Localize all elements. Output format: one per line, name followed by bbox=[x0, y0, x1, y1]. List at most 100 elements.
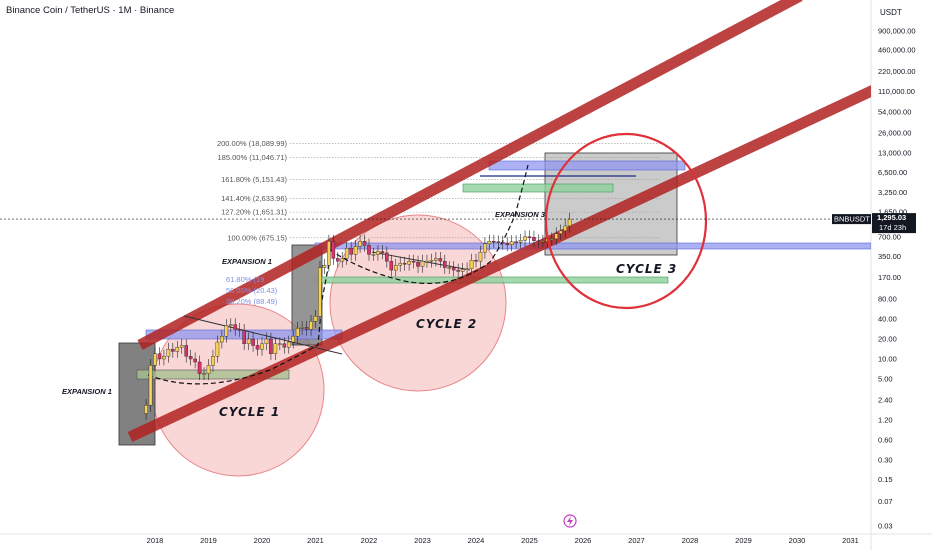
time-tick-label: 2024 bbox=[468, 536, 485, 545]
candle-body bbox=[286, 341, 291, 348]
candle-countdown: 17d 23h bbox=[879, 223, 906, 232]
fib-level-label: 185.00% (11,046.71) bbox=[218, 153, 288, 162]
annotation-expansion-3: EXPANSION 3 bbox=[495, 210, 546, 219]
candle-body bbox=[322, 265, 327, 268]
time-tick-label: 2031 bbox=[842, 536, 859, 545]
candle-body bbox=[402, 262, 407, 265]
candle-body bbox=[367, 245, 371, 255]
annotation-cycle-2: CYCLE 2 bbox=[416, 317, 477, 331]
candle-body bbox=[202, 373, 206, 375]
candle-body bbox=[318, 267, 322, 317]
candle-body bbox=[224, 325, 229, 337]
candle-body bbox=[371, 254, 376, 256]
candle-body bbox=[215, 341, 220, 357]
current-price-value: 1,295.03 bbox=[877, 213, 906, 222]
candle-body bbox=[220, 336, 224, 343]
candle-body bbox=[563, 225, 567, 232]
candle-body bbox=[162, 356, 166, 360]
channel-upper-line bbox=[137, 0, 803, 350]
fib-level-label: 141.40% (2,633.96) bbox=[221, 194, 287, 203]
channel-lower-line bbox=[127, 85, 871, 442]
candle-body bbox=[193, 358, 197, 363]
candle-body bbox=[246, 338, 251, 344]
time-tick-label: 2019 bbox=[200, 536, 217, 545]
time-axis[interactable]: 2018 2019 2020 2021 2022 2023 2024 2025 2026 2027… bbox=[147, 536, 859, 545]
candle-body bbox=[242, 330, 246, 344]
time-tick-label: 2020 bbox=[254, 536, 271, 545]
candle-body bbox=[188, 356, 193, 360]
candle-body bbox=[278, 343, 282, 345]
time-tick-label: 2018 bbox=[147, 536, 164, 545]
price-tick-label: 110,000.00 bbox=[878, 87, 915, 96]
candle-body bbox=[487, 241, 492, 244]
candle-body bbox=[541, 241, 545, 243]
price-tick-label: 26,000.00 bbox=[878, 128, 911, 137]
price-tick-label: 5.00 bbox=[878, 374, 893, 383]
candle-body bbox=[269, 338, 273, 354]
candle-body bbox=[295, 328, 300, 337]
price-tick-label: 40.00 bbox=[878, 315, 897, 324]
annotation-cycle-1: CYCLE 1 bbox=[219, 405, 280, 419]
candle-body bbox=[434, 258, 438, 261]
candle-body bbox=[260, 343, 264, 350]
candle-body bbox=[500, 241, 505, 244]
annotation-cycle-3: CYCLE 3 bbox=[616, 262, 677, 276]
price-tick-label: 3,250.00 bbox=[878, 188, 907, 197]
price-tick-label: 0.60 bbox=[878, 435, 893, 444]
zone-blue-185 bbox=[488, 160, 686, 171]
candle-body bbox=[567, 218, 572, 227]
time-tick-label: 2027 bbox=[628, 536, 645, 545]
candle-body bbox=[442, 260, 447, 268]
candle-body bbox=[255, 345, 260, 350]
plot-area[interactable]: 200.00% (18,089.99) 185.00% (11,046.71) 16… bbox=[0, 0, 880, 477]
candle-body bbox=[228, 324, 233, 326]
candle-body bbox=[166, 349, 171, 357]
candle-body bbox=[237, 329, 242, 331]
candle-body bbox=[349, 248, 353, 255]
candle-body bbox=[549, 238, 554, 241]
candles-group bbox=[144, 212, 572, 420]
candle-body bbox=[425, 260, 429, 263]
fib-level-label: 100.00% (675.15) bbox=[227, 233, 287, 242]
symbol-label: BNBUSDT bbox=[834, 215, 870, 224]
candle-body bbox=[514, 241, 518, 243]
candle-body bbox=[483, 243, 487, 253]
candle-body bbox=[416, 261, 420, 267]
fib-level-label: 161.80% (5,151.43) bbox=[221, 175, 287, 184]
candle-body bbox=[358, 241, 362, 247]
projection-path-cycle1 bbox=[147, 257, 331, 385]
price-tick-label: 54,000.00 bbox=[878, 107, 911, 116]
candle-body bbox=[456, 269, 460, 272]
candle-body bbox=[184, 345, 189, 357]
candle-body bbox=[527, 236, 532, 238]
price-tick-label: 220,000.00 bbox=[878, 67, 916, 76]
candle-body bbox=[344, 248, 349, 259]
price-tick-label: 80.00 bbox=[878, 295, 897, 304]
candle-body bbox=[206, 365, 211, 374]
candle-body bbox=[309, 321, 313, 330]
price-tick-label: 0.07 bbox=[878, 497, 893, 506]
price-tick-label: 900,000.00 bbox=[878, 26, 916, 35]
candle-body bbox=[492, 241, 496, 243]
candle-body bbox=[144, 405, 148, 414]
candle-body bbox=[282, 343, 287, 348]
lightning-icon[interactable] bbox=[563, 514, 577, 528]
price-tick-label: 20.00 bbox=[878, 335, 897, 344]
candle-body bbox=[291, 336, 296, 343]
candle-body bbox=[554, 233, 559, 240]
zone-green-161 bbox=[462, 183, 614, 193]
candle-body bbox=[496, 241, 501, 243]
candle-body bbox=[447, 267, 452, 269]
annotation-expansion-1-left: EXPANSION 1 bbox=[62, 387, 112, 396]
currency-label[interactable]: USDT bbox=[880, 8, 902, 17]
symbol-tag bbox=[832, 214, 871, 225]
candle-body bbox=[197, 361, 202, 374]
candle-body bbox=[469, 260, 474, 269]
price-tick-label: 350.00 bbox=[878, 252, 901, 261]
candle-body bbox=[407, 260, 411, 265]
trendline-cycle1-down bbox=[183, 315, 343, 355]
zone-blue-100 bbox=[314, 242, 871, 250]
price-axis[interactable]: 1,800,000.00900,000.00460,000.00220,000.… bbox=[878, 7, 922, 531]
projection-path-cycle2 bbox=[329, 164, 529, 285]
